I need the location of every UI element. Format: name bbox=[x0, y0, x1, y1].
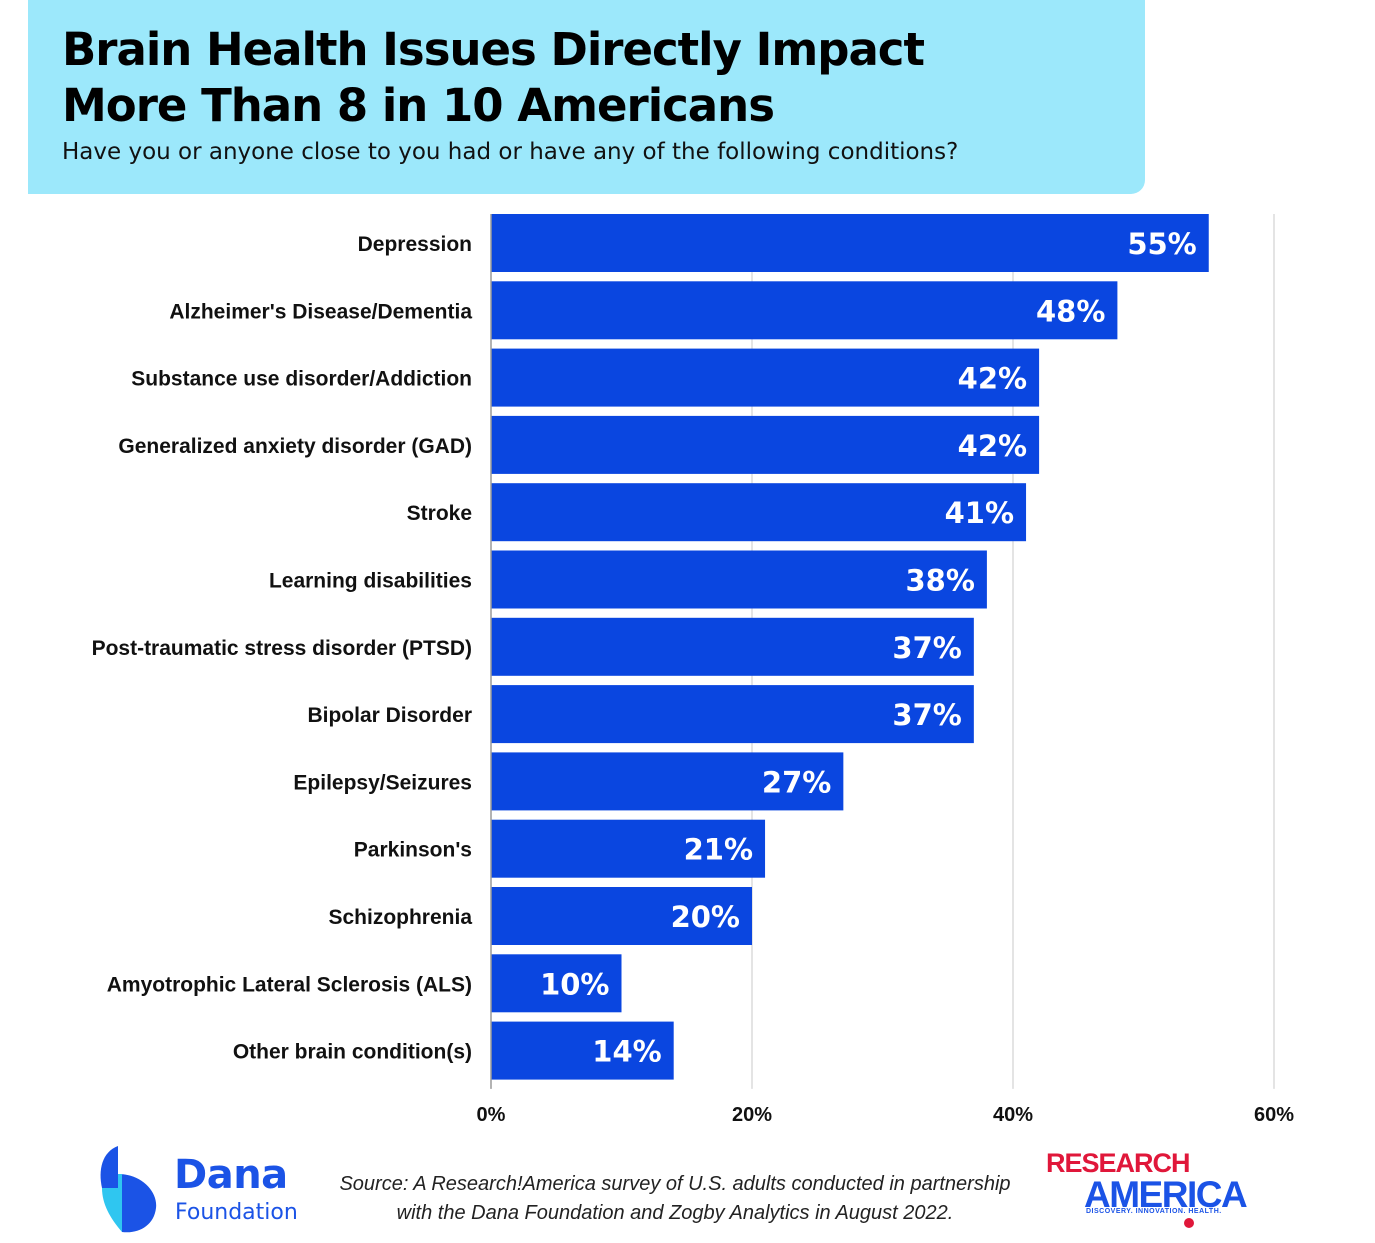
dana-foundation-logo: Dana Foundation bbox=[98, 1144, 318, 1236]
bar bbox=[491, 348, 1040, 407]
bar bbox=[491, 1021, 674, 1080]
title-line-2: More Than 8 in 10 Americans bbox=[62, 79, 775, 132]
bar bbox=[491, 752, 844, 811]
value-label: 27% bbox=[762, 765, 831, 799]
value-label: 14% bbox=[592, 1035, 661, 1069]
bar bbox=[491, 214, 1209, 272]
source-note: Source: A Research!America survey of U.S… bbox=[310, 1170, 1040, 1228]
category-label: Stroke bbox=[407, 502, 472, 525]
ra-dot-icon bbox=[1184, 1218, 1194, 1228]
category-label: Learning disabilities bbox=[269, 570, 472, 593]
x-tick-label: 20% bbox=[732, 1104, 772, 1126]
bar bbox=[491, 415, 1040, 474]
value-label: 20% bbox=[671, 900, 740, 934]
value-label: 21% bbox=[684, 833, 753, 867]
value-label: 10% bbox=[540, 967, 609, 1001]
category-label: Schizophrenia bbox=[328, 906, 472, 929]
category-label: Depression bbox=[358, 233, 472, 256]
source-line-2: with the Dana Foundation and Zogby Analy… bbox=[396, 1202, 954, 1224]
chart-title: Brain Health Issues Directly Impact More… bbox=[62, 22, 925, 134]
bar bbox=[491, 954, 622, 1013]
category-label: Other brain condition(s) bbox=[233, 1041, 472, 1064]
ra-logo-tagline: DISCOVERY. INNOVATION. HEALTH. bbox=[1086, 1208, 1222, 1215]
x-tick-label: 60% bbox=[1254, 1104, 1294, 1126]
dana-name: Dana bbox=[174, 1152, 288, 1198]
category-label: Epilepsy/Seizures bbox=[293, 771, 472, 794]
value-label: 41% bbox=[945, 496, 1014, 530]
category-label: Amyotrophic Lateral Sclerosis (ALS) bbox=[107, 973, 472, 996]
value-label: 37% bbox=[892, 698, 961, 732]
category-label: Post-traumatic stress disorder (PTSD) bbox=[92, 637, 472, 660]
bar bbox=[491, 483, 1027, 542]
research-america-logo: RESEARCH AMERICA DISCOVERY. INNOVATION. … bbox=[1044, 1148, 1254, 1234]
chart-subtitle: Have you or anyone close to you had or h… bbox=[62, 139, 959, 165]
ra-logo-bottom: AMERICA bbox=[1084, 1174, 1248, 1215]
value-label: 48% bbox=[1036, 294, 1105, 328]
x-tick-label: 0% bbox=[477, 1104, 506, 1126]
value-label: 42% bbox=[958, 362, 1027, 396]
bar bbox=[491, 550, 987, 609]
value-label: 38% bbox=[905, 564, 974, 598]
dana-logo-icon bbox=[100, 1146, 157, 1233]
bar-chart: Depression 55% Alzheimer's Disease/Dementi… bbox=[92, 214, 1294, 1126]
bar bbox=[491, 887, 752, 945]
ra-logo-top: RESEARCH bbox=[1046, 1148, 1191, 1178]
value-label: 37% bbox=[892, 631, 961, 665]
header-banner: Brain Health Issues Directly Impact More… bbox=[28, 0, 1145, 194]
dana-subtitle: Foundation bbox=[175, 1200, 298, 1225]
category-label: Generalized anxiety disorder (GAD) bbox=[118, 435, 472, 458]
bar bbox=[491, 617, 974, 676]
x-tick-label: 40% bbox=[993, 1104, 1033, 1126]
category-label: Alzheimer's Disease/Dementia bbox=[169, 300, 472, 323]
source-line-1: Source: A Research!America survey of U.S… bbox=[339, 1173, 1011, 1195]
bar bbox=[491, 281, 1118, 340]
value-label: 55% bbox=[1127, 227, 1196, 261]
title-line-1: Brain Health Issues Directly Impact bbox=[62, 23, 925, 76]
bar bbox=[491, 819, 766, 878]
category-label: Parkinson's bbox=[354, 839, 472, 862]
category-label: Substance use disorder/Addiction bbox=[131, 368, 472, 391]
category-label: Bipolar Disorder bbox=[307, 704, 472, 727]
bar bbox=[491, 685, 974, 744]
value-label: 42% bbox=[958, 429, 1027, 463]
